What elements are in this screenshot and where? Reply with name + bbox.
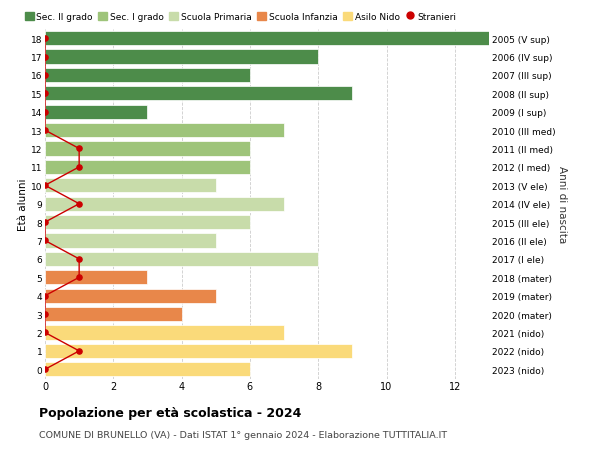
- Bar: [45, 160, 250, 175]
- Bar: [45, 105, 148, 120]
- Point: [74, 256, 84, 263]
- Point: [40, 311, 50, 318]
- Point: [74, 201, 84, 208]
- Point: [40, 329, 50, 336]
- Bar: [45, 270, 148, 285]
- Point: [74, 347, 84, 355]
- Point: [40, 72, 50, 79]
- Point: [74, 164, 84, 171]
- Point: [40, 182, 50, 190]
- Bar: [45, 215, 250, 230]
- Bar: [45, 50, 318, 65]
- Point: [74, 274, 84, 281]
- Bar: [45, 362, 250, 377]
- Bar: [45, 325, 284, 340]
- Point: [40, 366, 50, 373]
- Text: Popolazione per età scolastica - 2024: Popolazione per età scolastica - 2024: [39, 406, 301, 419]
- Bar: [45, 289, 216, 303]
- Point: [40, 219, 50, 226]
- Bar: [45, 179, 216, 193]
- Bar: [45, 234, 216, 248]
- Point: [40, 109, 50, 116]
- Y-axis label: Età alunni: Età alunni: [18, 178, 28, 230]
- Point: [74, 146, 84, 153]
- Point: [40, 35, 50, 43]
- Bar: [45, 142, 250, 157]
- Bar: [45, 197, 284, 212]
- Text: COMUNE DI BRUNELLO (VA) - Dati ISTAT 1° gennaio 2024 - Elaborazione TUTTITALIA.I: COMUNE DI BRUNELLO (VA) - Dati ISTAT 1° …: [39, 431, 447, 440]
- Y-axis label: Anni di nascita: Anni di nascita: [557, 166, 566, 243]
- Bar: [45, 344, 352, 358]
- Bar: [45, 87, 352, 101]
- Bar: [45, 32, 489, 46]
- Point: [40, 292, 50, 300]
- Point: [40, 127, 50, 134]
- Bar: [45, 252, 318, 267]
- Point: [40, 237, 50, 245]
- Bar: [45, 68, 250, 83]
- Point: [40, 90, 50, 98]
- Bar: [45, 307, 182, 322]
- Legend: Sec. II grado, Sec. I grado, Scuola Primaria, Scuola Infanzia, Asilo Nido, Stran: Sec. II grado, Sec. I grado, Scuola Prim…: [25, 13, 456, 22]
- Point: [40, 54, 50, 61]
- Bar: [45, 123, 284, 138]
